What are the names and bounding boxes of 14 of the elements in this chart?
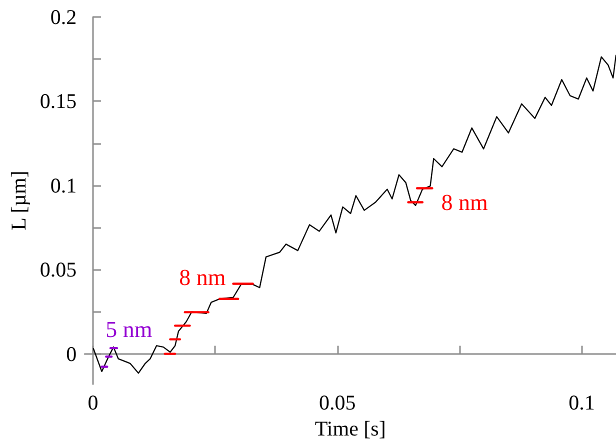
x-axis-title: Time [s] — [314, 416, 386, 440]
series-label: 5 nm — [106, 317, 152, 342]
x-tick-label: 0.1 — [568, 390, 595, 415]
series-label: 8 nm — [441, 190, 488, 215]
y-axis-title: L [µm] — [6, 170, 30, 230]
y-tick-label: 0.2 — [50, 5, 77, 29]
y-tick-label: 0.15 — [40, 89, 77, 114]
y-tick-label: 0 — [66, 342, 77, 366]
y-tick-label: 0.1 — [50, 173, 77, 198]
x-tick-label: 0.05 — [318, 390, 356, 415]
line-series — [92, 54, 616, 374]
y-tick-label: 0.05 — [40, 258, 77, 282]
x-tick-label: 0 — [88, 390, 98, 415]
series-label: 8 nm — [179, 265, 226, 290]
